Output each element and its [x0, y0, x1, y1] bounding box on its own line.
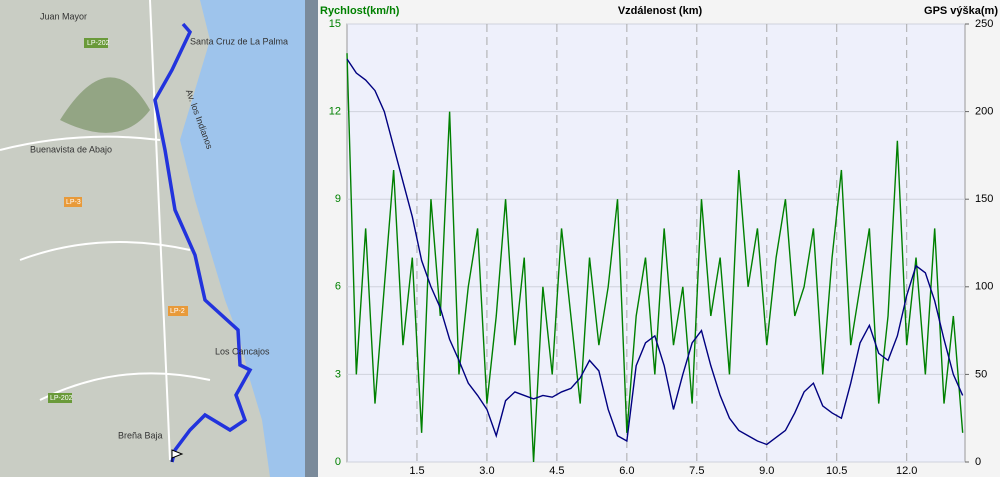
map-label: Los Cancajos [215, 346, 270, 356]
x-tick-label: 1.5 [409, 465, 424, 477]
map-label: Breña Baja [118, 430, 163, 440]
series-line [346, 53, 964, 463]
road-badge [64, 197, 82, 207]
x-tick-label: 3.0 [479, 465, 494, 477]
x-tick-label: 7.5 [689, 465, 704, 477]
y-tick-label: 12 [329, 106, 341, 118]
plot-area [346, 23, 966, 463]
y2-tick-label: 150 [975, 193, 993, 205]
y2-tick-label: 200 [975, 106, 993, 118]
x-tick-label: 12.0 [896, 465, 917, 477]
y-tick-label: 3 [335, 368, 341, 380]
x-axis-title: Vzdálenost (km) [618, 5, 703, 17]
x-tick-label: 4.5 [549, 465, 564, 477]
y-tick-label: 6 [335, 281, 341, 293]
map-crater [60, 77, 150, 133]
map-label: Santa Cruz de La Palma [190, 36, 288, 46]
road-badge [48, 393, 72, 403]
y2-tick-label: 0 [975, 456, 981, 468]
road-badge [84, 38, 108, 48]
x-tick-label: 9.0 [759, 465, 774, 477]
map-label: Juan Mayor [40, 11, 87, 21]
finish-flag [171, 449, 184, 462]
y-tick-label: 15 [329, 18, 341, 30]
road-badges: LP-202 LP-2 LP-3 LP-202 [48, 38, 188, 403]
road-label: LP-202 [50, 395, 73, 402]
map-sea [180, 0, 305, 477]
y-tick-label: 0 [335, 456, 341, 468]
splitter [305, 0, 318, 477]
road-label: LP-3 [66, 199, 81, 206]
map: Santa Cruz de La Palma Buenavista de Aba… [0, 0, 305, 477]
x-tick-label: 6.0 [619, 465, 634, 477]
y2-tick-label: 100 [975, 281, 993, 293]
road-badge [168, 306, 188, 316]
route [153, 22, 253, 463]
road-label: LP-2 [170, 308, 185, 315]
y-tick-label: 9 [335, 193, 341, 205]
map-label: Buenavista de Abajo [30, 144, 112, 154]
map-road-lines [0, 0, 211, 461]
y2-tick-label: 50 [975, 368, 987, 380]
x-tick-label: 10.5 [826, 465, 847, 477]
y-axis-title: Rychlost(km/h) [320, 5, 400, 17]
series-line [346, 58, 964, 446]
road-label: LP-202 [87, 40, 110, 47]
y2-axis-title: GPS výška(m) [924, 5, 998, 17]
y2-tick-label: 250 [975, 18, 993, 30]
